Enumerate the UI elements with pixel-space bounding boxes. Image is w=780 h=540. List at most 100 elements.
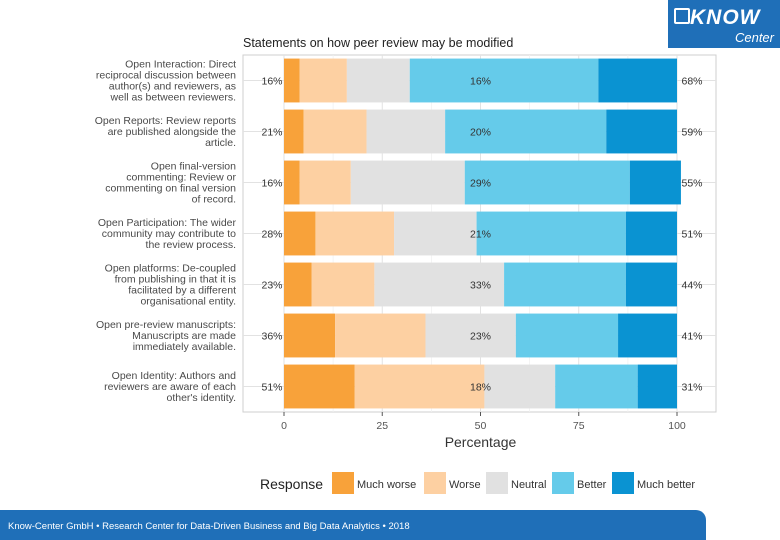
bar-segment <box>284 313 336 358</box>
bar-segment <box>515 313 619 358</box>
category-label: Open Participation: The wider <box>98 217 237 229</box>
bar-label-negative: 16% <box>261 76 282 88</box>
bar-segment <box>637 364 677 409</box>
bar-segment <box>374 262 505 307</box>
bar-label-positive: 41% <box>681 331 702 343</box>
bar-segment <box>299 160 351 205</box>
bar-label-neutral: 23% <box>470 331 491 343</box>
logo-mark-icon <box>674 8 690 24</box>
logo-subtitle: Center <box>734 30 774 45</box>
bar-segment <box>284 160 300 205</box>
bar-segment <box>303 109 367 154</box>
category-label: commenting: Review or <box>126 172 236 184</box>
category-label: facilitated by a different <box>128 285 236 297</box>
category-label: commenting on final version <box>105 183 236 195</box>
bar-segment <box>445 109 607 154</box>
bar-segment <box>504 262 626 307</box>
bar-segment <box>299 58 347 103</box>
bar-label-positive: 51% <box>681 229 702 241</box>
x-tick-label: 50 <box>475 420 487 432</box>
bar-segment <box>394 211 477 256</box>
category-label: well as between reviewers. <box>110 92 236 104</box>
x-axis-label: Percentage <box>445 434 517 450</box>
bar-label-neutral: 18% <box>470 382 491 394</box>
chart-title: Statements on how peer review may be mod… <box>243 36 513 50</box>
legend-swatch <box>552 472 574 494</box>
logo-wordmark: KNOW <box>690 6 761 29</box>
bar-segment <box>350 160 465 205</box>
legend-label: Better <box>577 479 607 491</box>
bar-label-negative: 36% <box>261 331 282 343</box>
category-label: of record. <box>192 194 236 206</box>
category-label: Open pre-review manuscripts: <box>96 319 236 331</box>
bar-segment <box>618 313 677 358</box>
category-label: other's identity. <box>166 392 236 404</box>
category-label: reviewers are aware of each <box>104 381 236 393</box>
bar-segment <box>284 364 355 409</box>
bar-segment <box>409 58 599 103</box>
bar-segment <box>311 262 375 307</box>
footer-text: Know-Center GmbH • Research Center for D… <box>8 521 410 532</box>
category-label: article. <box>205 137 236 149</box>
bar-label-positive: 55% <box>681 178 702 190</box>
bar-label-negative: 28% <box>261 229 282 241</box>
bar-label-neutral: 16% <box>470 76 491 88</box>
know-center-logo: KNOW Center <box>668 0 780 48</box>
legend-swatch <box>612 472 634 494</box>
legend-label: Much worse <box>357 479 416 491</box>
category-label: Manuscripts are made <box>132 330 236 342</box>
category-label: are published alongside the <box>108 126 237 138</box>
bar-label-negative: 51% <box>261 382 282 394</box>
category-label: Open Interaction: Direct <box>125 59 236 71</box>
x-tick-label: 75 <box>573 420 585 432</box>
bar-segment <box>625 211 677 256</box>
bar-segment <box>284 262 312 307</box>
footer-bar: Know-Center GmbH • Research Center for D… <box>0 510 706 540</box>
bar-label-neutral: 29% <box>470 178 491 190</box>
bar-label-positive: 44% <box>681 280 702 292</box>
x-tick-label: 0 <box>281 420 287 432</box>
legend-swatch <box>332 472 354 494</box>
bar-label-negative: 16% <box>261 178 282 190</box>
bar-label-neutral: 20% <box>470 127 491 139</box>
bar-label-negative: 21% <box>261 127 282 139</box>
bar-segment <box>284 211 316 256</box>
bar-segment <box>484 364 556 409</box>
legend-label: Worse <box>449 479 481 491</box>
bar-segment <box>555 364 638 409</box>
bar-segment <box>335 313 426 358</box>
bar-segment <box>366 109 446 154</box>
category-label: immediately available. <box>133 341 236 353</box>
category-label: Open final-version <box>151 161 236 173</box>
legend-swatch <box>486 472 508 494</box>
bar-segment <box>629 160 681 205</box>
bar-segment <box>425 313 516 358</box>
category-label: Open platforms: De-coupled <box>105 263 236 275</box>
bar-label-positive: 68% <box>681 76 702 88</box>
bar-label-neutral: 21% <box>470 229 491 241</box>
stacked-bar-chart: Statements on how peer review may be mod… <box>95 36 717 494</box>
category-label: community may contribute to <box>102 228 236 240</box>
x-tick-label: 100 <box>668 420 686 432</box>
bar-label-negative: 23% <box>261 280 282 292</box>
x-tick-label: 25 <box>376 420 388 432</box>
bar-label-positive: 31% <box>681 382 702 394</box>
bar-segment <box>476 211 626 256</box>
legend-label: Much better <box>637 479 695 491</box>
bar-segment <box>354 364 485 409</box>
bar-segment <box>284 58 300 103</box>
bar-segment <box>598 58 677 103</box>
category-label: reciprocal discussion between <box>96 70 236 82</box>
category-label: organisational entity. <box>140 296 236 308</box>
category-label: Open Reports: Review reports <box>95 115 236 127</box>
bar-segment <box>464 160 630 205</box>
legend-swatch <box>424 472 446 494</box>
category-label: Open Identity: Authors and <box>112 370 236 382</box>
bar-segment <box>315 211 395 256</box>
bar-label-positive: 59% <box>681 127 702 139</box>
legend-label: Neutral <box>511 479 546 491</box>
bar-segment <box>606 109 677 154</box>
legend-title: Response <box>260 476 323 492</box>
category-label: from publishing in that it is <box>115 274 236 286</box>
category-label: the review process. <box>146 239 236 251</box>
